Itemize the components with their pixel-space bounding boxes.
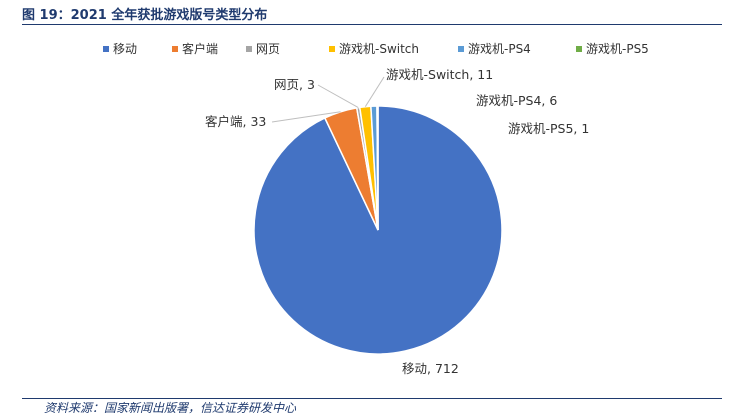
data-labels: 移动, 712 客户端, 33 网页, 3 游戏机-Switch, 11 游戏机-PS4… (205, 67, 589, 376)
source-rule (22, 398, 722, 399)
legend-label: 游戏机-PS4 (468, 42, 531, 56)
legend-label: 移动 (113, 42, 137, 56)
leader-line-4 (364, 76, 385, 107)
legend-label: 游戏机-PS5 (586, 42, 649, 56)
legend-label: 游戏机-Switch (339, 42, 419, 56)
legend-label: 网页 (256, 42, 280, 56)
legend-item-6: 游戏机-PS5 (576, 42, 649, 56)
legend-swatch (246, 46, 252, 52)
legend-item-1: 移动 (103, 42, 137, 56)
data-label-3: 网页, 3 (274, 77, 315, 92)
data-label-6: 游戏机-PS5, 1 (508, 121, 589, 136)
leader-line-3 (317, 84, 359, 109)
legend-item-3: 网页 (246, 42, 280, 56)
data-label-5: 游戏机-PS4, 6 (476, 93, 557, 108)
legend-swatch (172, 46, 178, 52)
legend-item-4: 游戏机-Switch (329, 42, 419, 56)
legend-item-2: 客户端 (172, 41, 218, 56)
figure-title: 图 19：2021 全年获批游戏版号类型分布 (22, 8, 268, 23)
legend-item-5: 游戏机-PS4 (458, 42, 531, 56)
legend-swatch (576, 46, 582, 52)
data-label-1: 移动, 712 (402, 361, 459, 376)
data-label-2: 客户端, 33 (205, 114, 266, 129)
pie-chart: 移动 客户端 网页 游戏机-Switch 游戏机-PS4 游戏机-PS5 移动, 712 客… (103, 41, 649, 376)
slice-6 (376, 105, 379, 231)
title-rule (22, 24, 722, 25)
pie-slices (253, 105, 503, 355)
source-note: 资料来源：国家新闻出版署，信达证券研发中心 (44, 401, 297, 415)
chart-legend: 移动 客户端 网页 游戏机-Switch 游戏机-PS4 游戏机-PS5 (103, 41, 649, 56)
leader-lines (271, 76, 385, 123)
legend-swatch (458, 46, 464, 52)
legend-swatch (103, 46, 109, 52)
leader-line-2 (271, 111, 341, 123)
data-label-4: 游戏机-Switch, 11 (386, 67, 493, 82)
legend-swatch (329, 46, 335, 52)
legend-label: 客户端 (182, 41, 218, 56)
